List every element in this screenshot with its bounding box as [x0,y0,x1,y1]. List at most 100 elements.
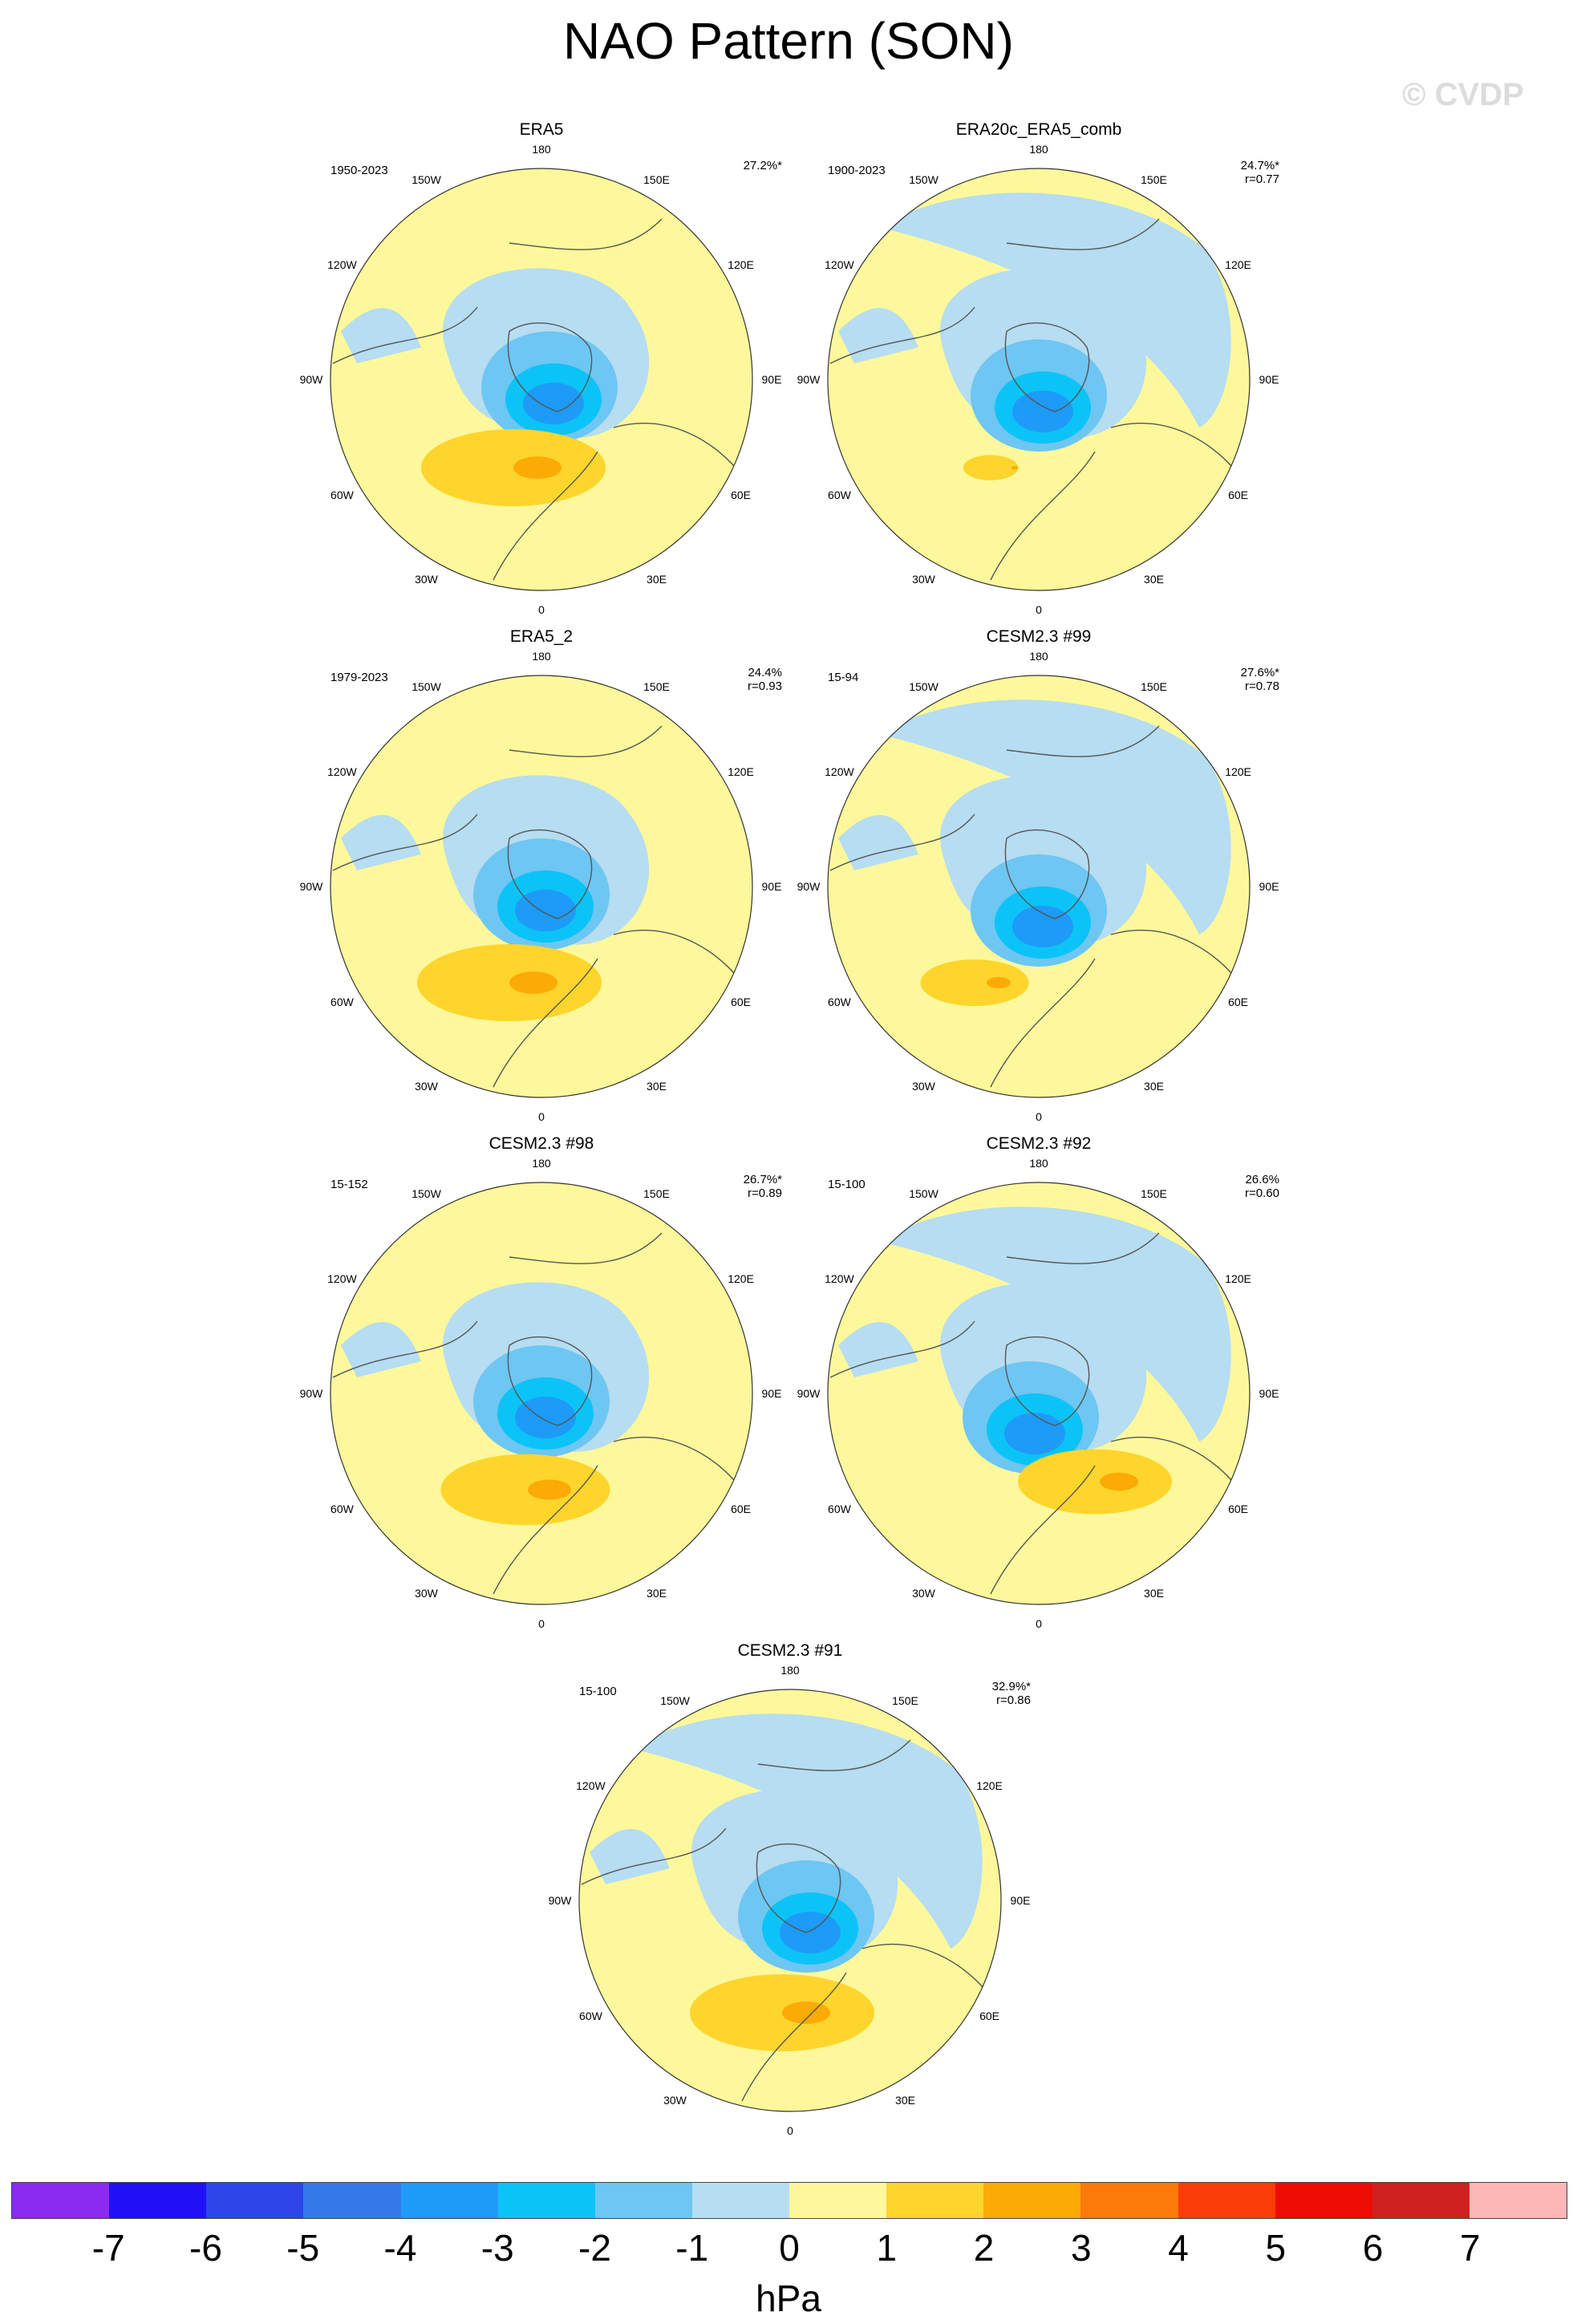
colorbar-swatch [691,2183,789,2218]
colorbar-swatch [303,2183,401,2218]
longitude-label: 0 [787,2124,793,2137]
colorbar-swatch [12,2183,110,2218]
panel-period: 15-94 [828,671,859,684]
colorbar-swatch [206,2183,304,2218]
panel-title: CESM2.3 #99 [986,627,1092,646]
negative-anomaly-region [878,700,1231,935]
longitude-label: 90E [761,1387,782,1400]
longitude-label: 150W [411,680,441,694]
longitude-label: 60E [1228,995,1249,1008]
longitude-label: 0 [538,1110,545,1123]
longitude-label: 90E [761,373,782,386]
longitude-label: 180 [1029,1157,1048,1170]
coastline [581,1739,991,2102]
explained-variance: 32.9%* [991,1680,1031,1693]
colorbar-swatch [886,2183,984,2218]
longitude-label: 90W [548,1894,572,1907]
colorbar-tick-label: -4 [383,2227,417,2269]
pattern-correlation: r=0.77 [1245,172,1279,186]
longitude-label: 150E [1141,680,1167,694]
longitude-label: 90W [299,880,323,893]
high-anomaly-core [782,2002,830,2024]
longitude-label: 150W [411,1187,441,1201]
longitude-label: 90E [1259,880,1279,893]
longitude-label: 120E [728,765,754,778]
colorbar-tick-label: -5 [286,2227,320,2269]
panel-stats: 26.7%* r=0.89 [686,1173,782,1200]
panel-period: 15-152 [330,1178,368,1191]
longitude-label: 90E [1259,373,1279,386]
high-anomaly-region [963,455,1019,481]
pattern-correlation: r=0.60 [1245,1186,1279,1200]
colorbar-swatch [400,2183,498,2218]
low-center-core [515,1397,576,1438]
longitude-label: 0 [1036,603,1042,616]
colorbar-swatch [1178,2183,1275,2218]
colorbar-tick-label: -2 [578,2227,611,2269]
high-anomaly-region [440,1454,610,1526]
longitude-label: 90E [1259,1387,1279,1400]
high-anomaly-core [509,971,557,994]
longitude-label: 60E [731,995,752,1008]
polar-map [578,1689,1002,2112]
map-boundary [827,675,1251,1098]
longitude-label: 150W [909,173,938,187]
coastline [829,725,1240,1088]
panel-title: ERA5 [519,120,564,139]
longitude-label: 90W [797,880,821,893]
low-center-core [1012,391,1073,432]
longitude-label: 30E [1144,572,1164,586]
longitude-label: 30E [647,1586,667,1600]
low-center-core [780,1912,841,1953]
longitude-label: 30E [895,2093,915,2107]
panel-stats: 27.2%* [686,159,782,172]
longitude-label: 120W [327,765,357,778]
longitude-label: 0 [1036,1110,1042,1123]
longitude-label: 120W [825,1272,854,1285]
colorbar-tick-label: 3 [1070,2227,1092,2269]
negative-anomaly-region [838,1322,918,1377]
longitude-label: 60W [330,1502,354,1515]
panel-stats: 24.4% r=0.93 [686,666,782,693]
map-boundary [330,1182,753,1605]
colorbar-tick-label: 4 [1168,2227,1189,2269]
panel-stats: 26.6% r=0.60 [1183,1173,1279,1200]
longitude-label: 60W [330,488,354,501]
longitude-label: 90E [1010,1894,1031,1907]
longitude-label: 30W [912,572,935,586]
longitude-label: 90W [797,373,821,386]
longitude-label: 120W [825,765,854,778]
panel-period: 1950-2023 [330,164,388,177]
longitude-label: 30W [912,1079,935,1093]
explained-variance: 27.2%* [743,159,782,172]
map-boundary [827,168,1251,591]
high-anomaly-core [1011,465,1019,470]
longitude-label: 120E [728,258,754,271]
longitude-label: 90W [299,373,323,386]
negative-anomaly-region [878,193,1231,428]
longitude-label: 180 [1029,650,1048,663]
panel-period: 1979-2023 [330,671,388,684]
longitude-label: 150E [1141,173,1167,187]
panel-stats: 24.7%* r=0.77 [1183,159,1279,186]
low-center-core [515,890,576,931]
longitude-label: 180 [1029,143,1048,156]
longitude-label: 30W [415,1079,438,1093]
longitude-label: 120W [327,258,357,271]
panel-title: CESM2.3 #91 [737,1641,843,1660]
longitude-label: 30E [1144,1586,1164,1600]
panel-period: 15-100 [579,1685,617,1698]
longitude-label: 150W [660,1694,690,1708]
high-anomaly-region [1018,1449,1172,1515]
colorbar-swatch [789,2183,887,2218]
map-boundary [827,1182,1251,1605]
polar-map [330,168,753,591]
negative-anomaly-region [341,815,421,870]
longitude-label: 30E [1144,1079,1164,1093]
colorbar-swatch [983,2183,1081,2218]
longitude-label: 150E [643,1187,670,1201]
colorbar-tick-label: 6 [1362,2227,1384,2269]
coastline [332,218,743,581]
longitude-label: 150E [1141,1187,1167,1201]
watermark: © CVDP [1402,77,1524,112]
